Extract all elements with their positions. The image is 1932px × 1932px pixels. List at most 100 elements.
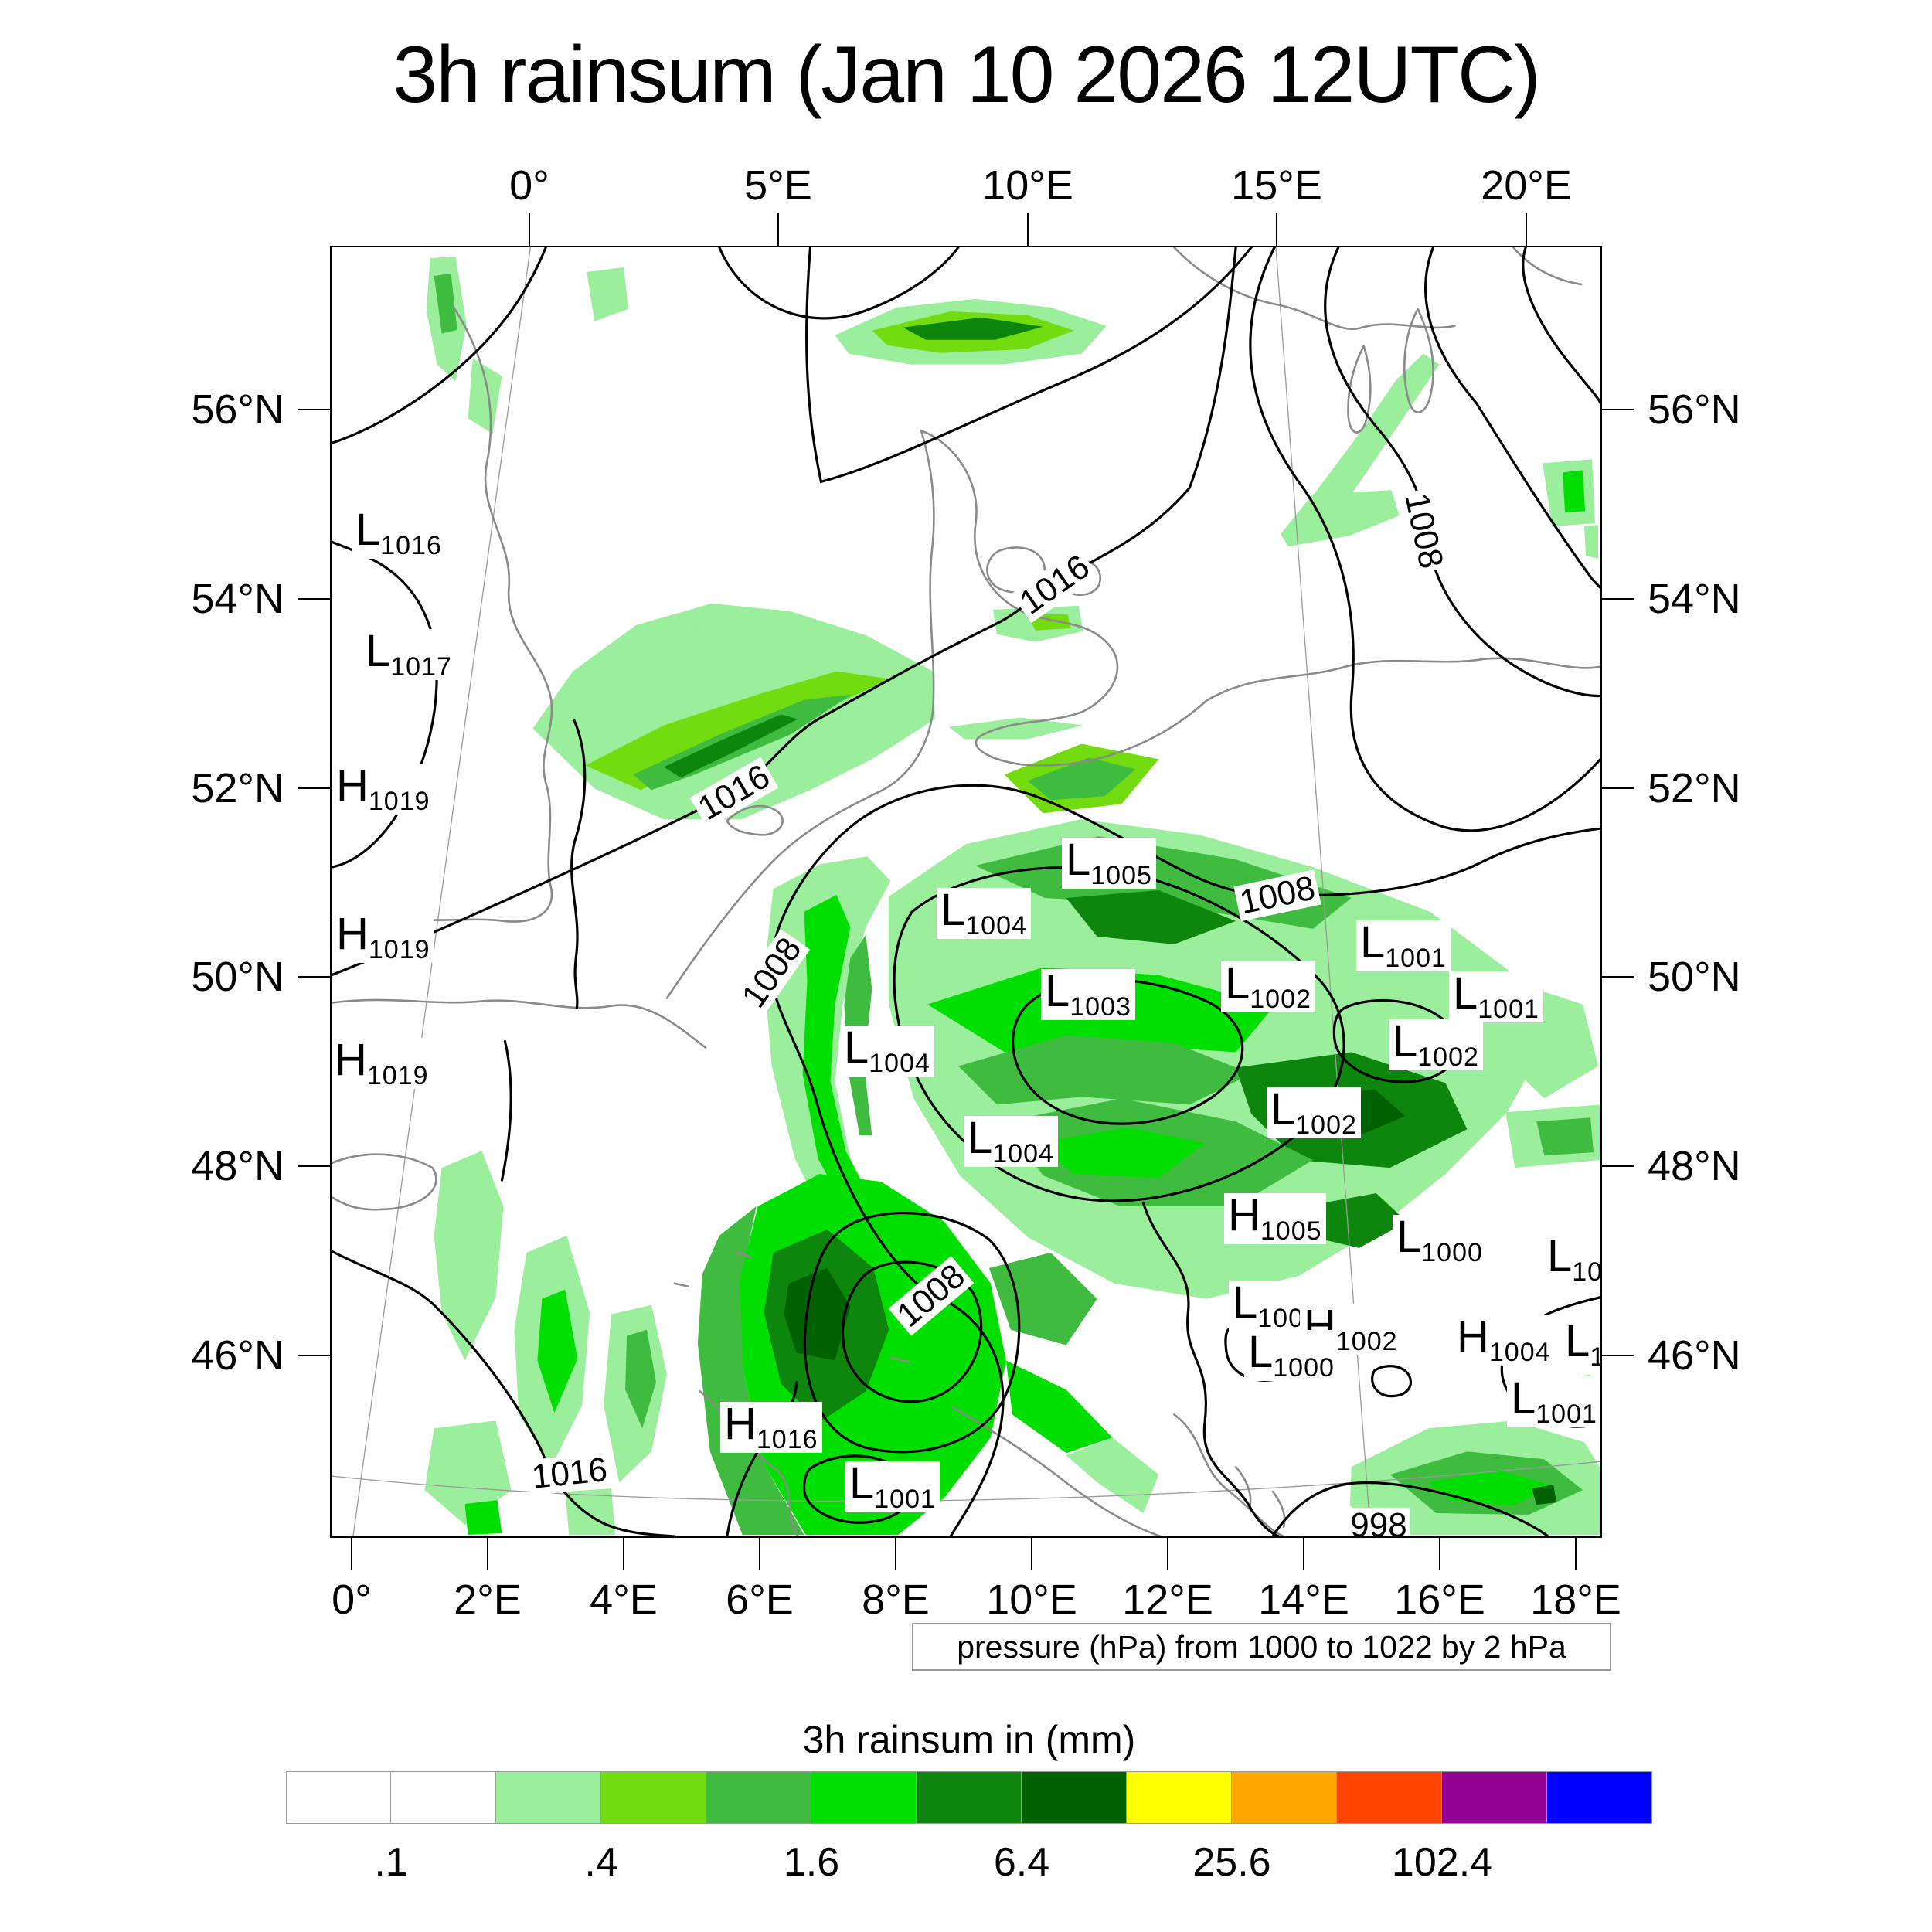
colorbar-swatch xyxy=(1127,1771,1232,1824)
colorbar-swatch xyxy=(1547,1771,1652,1824)
right-axis-label: 50°N xyxy=(1648,954,1741,1000)
axis-tick xyxy=(298,976,330,978)
bottom-axis-label: 6°E xyxy=(726,1577,794,1623)
axis-tick xyxy=(1602,787,1634,789)
pressure-center: L1001 xyxy=(845,1461,940,1512)
top-axis-label: 5°E xyxy=(744,162,812,209)
axis-tick xyxy=(298,409,330,410)
pressure-center: H1019 xyxy=(332,1038,433,1089)
pressure-center: L1002 xyxy=(1389,1019,1483,1070)
axis-tick xyxy=(895,1538,896,1570)
top-axis-label: 0° xyxy=(509,162,549,209)
axis-tick xyxy=(1167,1538,1168,1570)
axis-tick xyxy=(759,1538,760,1570)
colorbar-swatch xyxy=(391,1771,496,1824)
pressure-center: L1001 xyxy=(1356,920,1451,971)
colorbar-tick-label: .1 xyxy=(374,1840,408,1885)
bottom-axis-label: 10°E xyxy=(986,1577,1077,1623)
axis-tick xyxy=(298,598,330,600)
top-axis-label: 20°E xyxy=(1481,162,1572,209)
bottom-axis-label: 2°E xyxy=(454,1577,522,1623)
bottom-axis-label: 16°E xyxy=(1394,1577,1485,1623)
colorbar-swatch xyxy=(1232,1771,1337,1824)
axis-tick xyxy=(1602,1165,1634,1167)
pressure-center: L1000 xyxy=(1393,1215,1487,1266)
axis-tick xyxy=(1602,598,1634,600)
axis-tick xyxy=(1303,1538,1304,1570)
left-axis-label: 56°N xyxy=(191,386,284,433)
colorbar-tick-label: 1.6 xyxy=(783,1840,840,1885)
page-title: 3h rainsum (Jan 10 2026 12UTC) xyxy=(393,30,1540,120)
axis-tick xyxy=(351,1538,352,1570)
axis-tick xyxy=(298,1165,330,1167)
bottom-axis-label: 12°E xyxy=(1122,1577,1213,1623)
pressure-center: H1016 xyxy=(720,1402,822,1453)
pressure-center: L1001 xyxy=(1449,971,1543,1022)
bottom-axis-label: 8°E xyxy=(862,1577,930,1623)
left-axis-label: 54°N xyxy=(191,576,284,622)
colorbar-swatch xyxy=(1337,1771,1442,1824)
pressure-center: L1000 xyxy=(1244,1330,1338,1381)
left-axis-label: 52°N xyxy=(191,765,284,811)
right-axis-label: 52°N xyxy=(1648,765,1741,811)
axis-tick xyxy=(1526,213,1527,246)
pressure-center: L1004 xyxy=(937,888,1031,939)
axis-tick xyxy=(623,1538,624,1570)
colorbar-tick-label: 6.4 xyxy=(993,1840,1050,1885)
colorbar-swatch xyxy=(601,1771,706,1824)
axis-tick xyxy=(777,213,779,246)
bottom-axis-label: 0° xyxy=(332,1577,372,1623)
colorbar-tick-label: 25.6 xyxy=(1192,1840,1271,1885)
pressure-center: L1004 xyxy=(840,1026,934,1077)
axis-tick xyxy=(1027,213,1029,246)
axis-tick xyxy=(1031,1538,1032,1570)
axis-tick xyxy=(1575,1538,1577,1570)
colorbar-swatch xyxy=(496,1771,601,1824)
pressure-center: L1003 xyxy=(1041,969,1135,1020)
axis-tick xyxy=(1602,976,1634,978)
colorbar-tick-label: 102.4 xyxy=(1391,1840,1493,1885)
axis-tick xyxy=(1602,1355,1634,1356)
coastline xyxy=(332,247,1600,1536)
bottom-axis-label: 18°E xyxy=(1530,1577,1621,1623)
top-axis-label: 15°E xyxy=(1231,162,1322,209)
colorbar-swatch xyxy=(811,1771,917,1824)
colorbar-swatch xyxy=(706,1771,811,1824)
contour-label: 1016 xyxy=(526,1451,613,1496)
pressure-center: H1019 xyxy=(332,764,434,815)
colorbar-swatch xyxy=(1022,1771,1127,1824)
axis-tick xyxy=(1439,1538,1440,1570)
bottom-axis-label: 4°E xyxy=(590,1577,658,1623)
pressure-center: L1001 xyxy=(1507,1376,1600,1427)
contour-label: 998 xyxy=(1347,1507,1410,1536)
axis-tick xyxy=(487,1538,488,1570)
axis-tick xyxy=(298,787,330,789)
pressure-center: L1005 xyxy=(1062,838,1156,889)
axis-tick xyxy=(529,213,530,246)
pressure-center: L1016 xyxy=(352,508,446,559)
top-axis-label: 10°E xyxy=(982,162,1073,209)
right-axis-label: 54°N xyxy=(1648,576,1741,622)
pressure-caption: pressure (hPa) from 1000 to 1022 by 2 hP… xyxy=(912,1623,1611,1671)
pressure-center: L100 xyxy=(1561,1319,1600,1370)
right-axis-label: 56°N xyxy=(1648,386,1741,433)
pressure-center: L1004 xyxy=(964,1116,1058,1167)
left-axis-label: 48°N xyxy=(191,1143,284,1189)
pressure-center: L1002 xyxy=(1221,961,1315,1012)
colorbar-swatch xyxy=(1442,1771,1547,1824)
axis-tick xyxy=(298,1355,330,1356)
pressure-center: H1004 xyxy=(1453,1315,1555,1366)
colorbar-swatch xyxy=(286,1771,391,1824)
right-axis-label: 46°N xyxy=(1648,1332,1741,1379)
pressure-center: L1002 xyxy=(1267,1087,1361,1138)
map-frame: L1016 L1017 H1019 H1019 H1019 L1005 L100… xyxy=(330,246,1602,1538)
pressure-center: H1019 xyxy=(332,912,434,963)
left-axis-label: 46°N xyxy=(191,1332,284,1379)
right-axis-label: 48°N xyxy=(1648,1143,1741,1189)
pressure-center: H1005 xyxy=(1224,1193,1326,1244)
colorbar-tick-label: .4 xyxy=(584,1840,618,1885)
pressure-center: L1017 xyxy=(362,629,456,680)
colorbar-swatch xyxy=(917,1771,1022,1824)
axis-tick xyxy=(1602,409,1634,410)
